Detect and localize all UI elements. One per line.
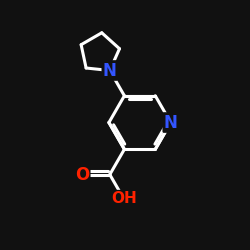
Text: OH: OH [111,191,136,206]
Text: N: N [164,114,178,132]
Text: O: O [75,166,89,184]
Text: N: N [103,62,117,80]
